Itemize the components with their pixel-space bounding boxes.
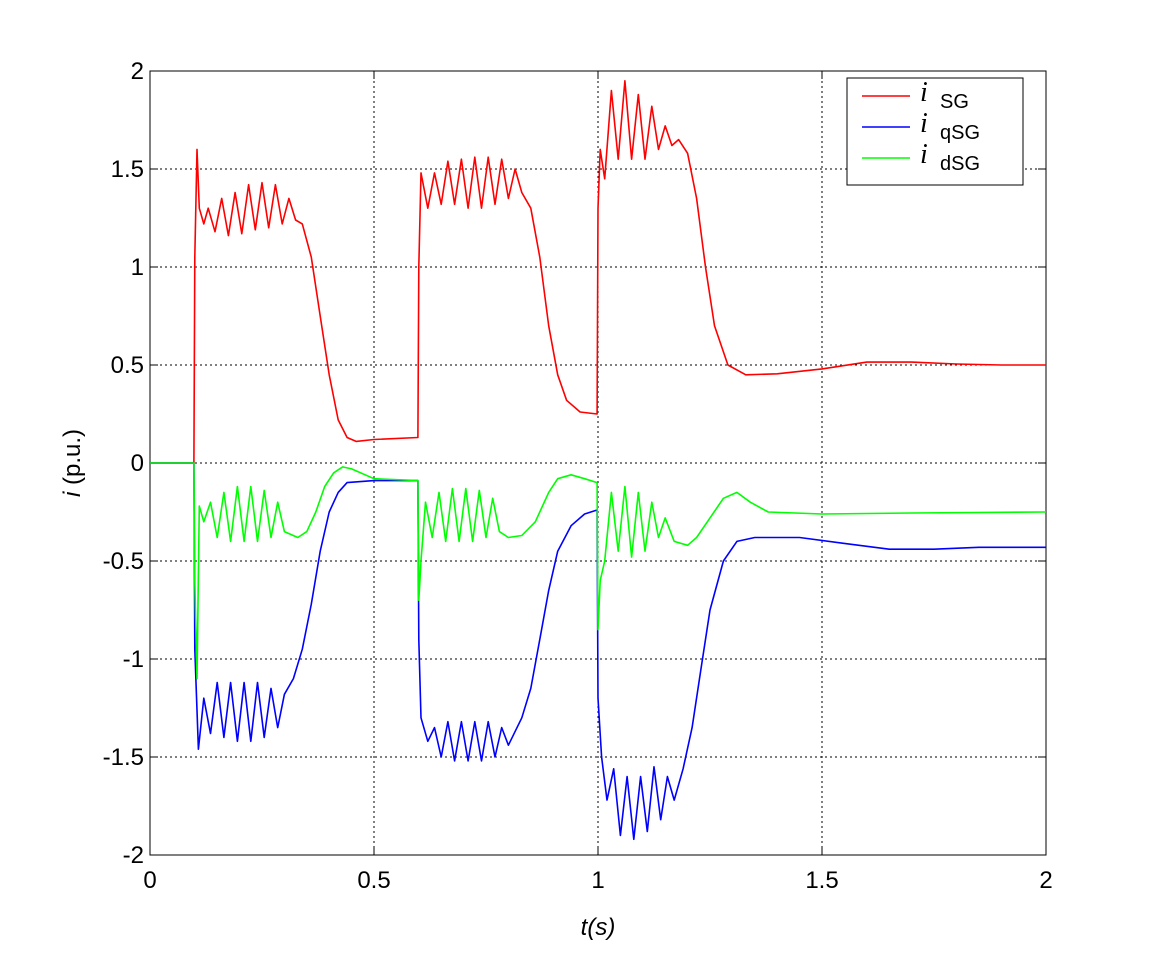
y-tick-label: 1.5 [111,156,144,183]
y-tick-label: -1 [123,646,144,673]
legend-label: dSG [940,153,980,175]
y-tick-label: -1.5 [103,744,144,771]
y-tick-label: -2 [123,842,144,869]
y-tick-label: 0.5 [111,352,144,379]
y-tick-label: 1 [131,254,144,281]
series-group [150,80,1047,841]
legend-label: qSG [940,122,980,144]
series-line-sg [150,80,1046,464]
series-line-qsg [150,462,1046,841]
x-tick-label: 2 [1039,867,1052,894]
x-tick-label: 1.5 [805,867,838,894]
y-tick-label: 2 [131,58,144,85]
legend-symbol: i [920,108,928,139]
legend-symbol: i [920,139,928,170]
y-axis-unit: (p.u.) [59,429,86,492]
svg-text:i (p.u.): i (p.u.) [59,429,86,497]
x-axis-title: t(s) [581,914,616,941]
axis-ticks: 0 0.5 1 1.5 2 -2 -1.5 -1 -0.5 0 0.5 1 1.5 2 [103,58,1053,894]
y-tick-label: 0 [131,450,144,477]
series-line-dsg [150,462,1047,680]
y-axis-title: i (p.u.) [59,429,86,497]
x-tick-label: 1 [591,867,604,894]
legend-symbol: i [920,77,928,108]
y-axis-symbol: i [59,491,86,497]
legend-box [846,77,1024,186]
x-tick-label: 0.5 [357,867,390,894]
x-tick-label: 0 [143,867,156,894]
legend-label: SG [940,91,969,113]
y-tick-label: -0.5 [103,548,144,575]
